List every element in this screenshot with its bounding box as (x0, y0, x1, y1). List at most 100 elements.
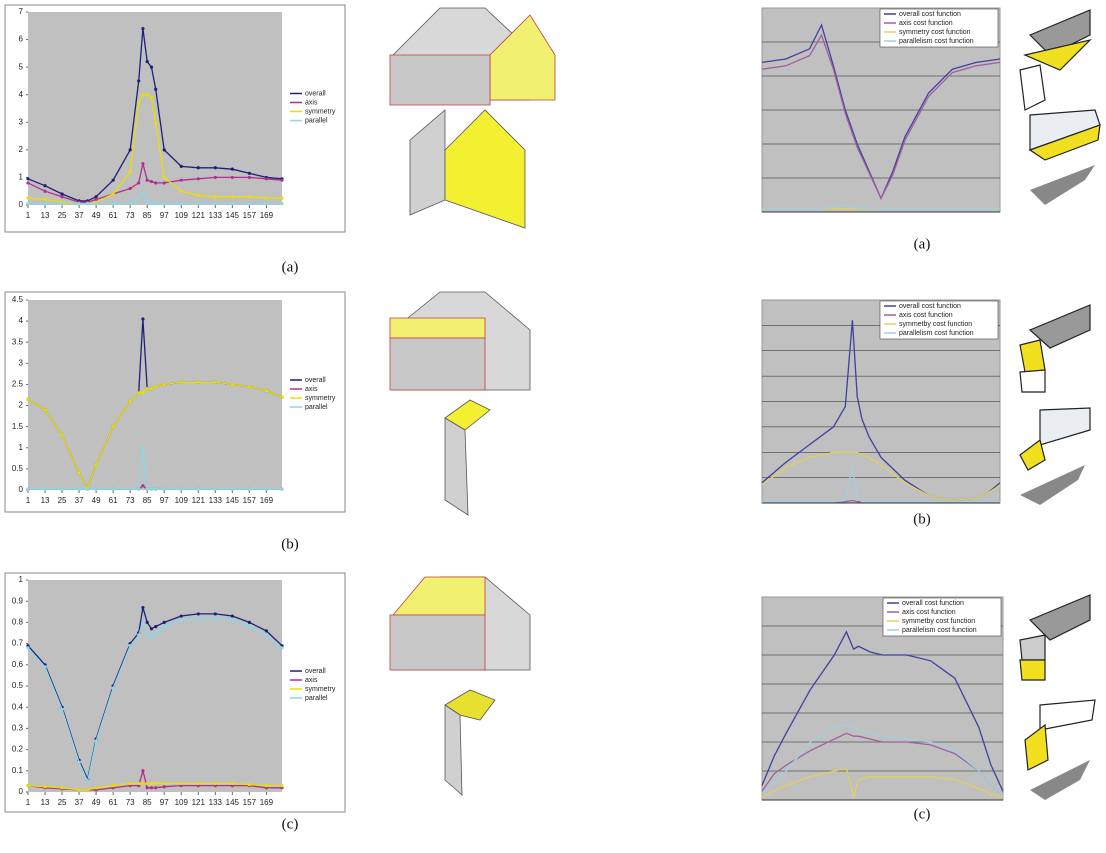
legend-label: axis cost function (899, 312, 953, 319)
x-tick-label: 25 (58, 798, 67, 807)
x-tick-label: 73 (126, 211, 135, 220)
point (154, 488, 157, 491)
point (154, 625, 157, 628)
point (231, 383, 234, 386)
point (163, 625, 166, 628)
y-tick-label: 1 (19, 575, 24, 584)
y-tick-label: 0.5 (12, 464, 24, 473)
y-tick-label: 0.6 (12, 660, 24, 669)
point (146, 782, 149, 785)
point (214, 782, 217, 785)
point (150, 387, 153, 390)
x-tick-label: 145 (226, 798, 240, 807)
point (214, 617, 217, 620)
point (112, 192, 115, 195)
sketch (1020, 10, 1100, 800)
point (141, 606, 144, 609)
point (248, 625, 251, 628)
legend-label: symmetry (305, 395, 336, 402)
y-tick-label: 5 (19, 62, 24, 71)
point (214, 612, 217, 615)
x-tick-label: 133 (209, 798, 223, 807)
legend-label: symmetry (305, 108, 336, 115)
point (180, 179, 183, 182)
point (231, 782, 234, 785)
point (248, 172, 251, 175)
point (265, 197, 268, 200)
point (137, 391, 140, 394)
point (146, 621, 149, 624)
x-tick-label: 97 (160, 496, 169, 505)
point (265, 629, 268, 632)
y-tick-label: 0.4 (12, 702, 24, 711)
point (280, 488, 283, 491)
y-tick-label: 0 (19, 787, 24, 796)
point (146, 786, 149, 789)
point (137, 198, 140, 201)
caption: (b) (281, 536, 299, 552)
legend-label: symmetry cost function (899, 29, 971, 36)
legend-label: axis (305, 677, 318, 684)
legend-label: overall (305, 668, 326, 675)
house-illustration (390, 8, 555, 228)
point (43, 408, 46, 411)
point (163, 176, 166, 179)
point (60, 488, 63, 491)
legend-label: overall cost function (899, 11, 961, 18)
point (77, 788, 80, 791)
y-tick-label: 1 (19, 173, 24, 182)
x-tick-label: 1 (26, 211, 31, 220)
point (141, 621, 144, 624)
point (231, 619, 234, 622)
y-tick-label: 3 (19, 117, 24, 126)
point (197, 612, 200, 615)
point (129, 201, 132, 204)
x-tick-label: 157 (243, 211, 257, 220)
point (150, 488, 153, 491)
point (180, 381, 183, 384)
point (26, 202, 29, 205)
point (77, 761, 80, 764)
point (112, 202, 115, 205)
point (180, 165, 183, 168)
y-tick-label: 0.1 (12, 766, 24, 775)
x-tick-label: 73 (126, 798, 135, 807)
point (150, 627, 153, 630)
point (150, 636, 153, 639)
point (26, 646, 29, 649)
y-tick-label: 3 (19, 358, 24, 367)
point (265, 202, 268, 205)
point (197, 782, 200, 785)
legend-label: parallel (305, 404, 328, 411)
legend-label: parallel (305, 695, 328, 702)
point (154, 88, 157, 91)
y-tick-label: 0.8 (12, 618, 24, 627)
plot-area (28, 12, 282, 205)
point (26, 488, 29, 491)
legend-label: overall cost function (902, 600, 964, 607)
x-tick-label: 37 (75, 798, 84, 807)
point (197, 177, 200, 180)
point (180, 202, 183, 205)
x-tick-label: 1 (26, 496, 31, 505)
point (214, 166, 217, 169)
x-tick-label: 49 (92, 798, 101, 807)
point (112, 687, 115, 690)
x-tick-label: 25 (58, 496, 67, 505)
x-tick-label: 13 (41, 798, 50, 807)
point (214, 176, 217, 179)
point (248, 783, 251, 786)
house-illustration (390, 577, 530, 795)
y-tick-label: 0.3 (12, 724, 24, 733)
caption: (b) (913, 511, 931, 527)
point (154, 385, 157, 388)
legend-label: axis (305, 99, 318, 106)
point (197, 194, 200, 197)
y-tick-label: 0.9 (12, 596, 24, 605)
y-tick-label: 7 (19, 7, 24, 16)
point (146, 634, 149, 637)
point (163, 181, 166, 184)
point (95, 202, 98, 205)
x-tick-label: 73 (126, 496, 135, 505)
y-tick-label: 0 (19, 485, 24, 494)
